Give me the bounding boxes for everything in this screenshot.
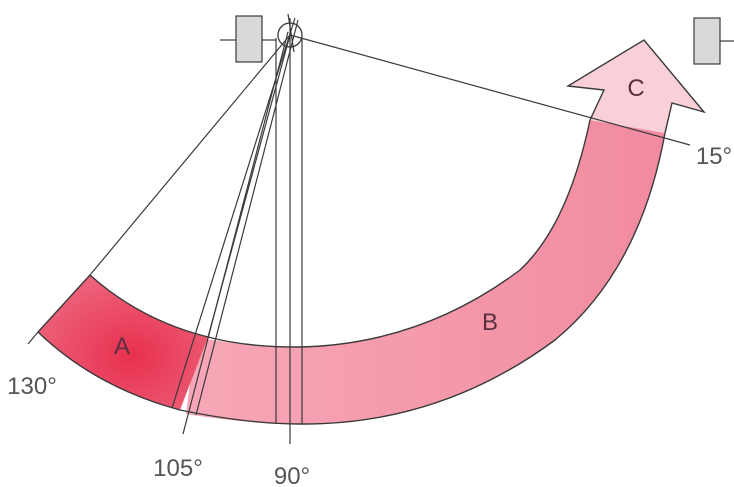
segment-a-band: [38, 275, 208, 410]
radial-105-d: [207, 34, 291, 338]
angle-label-105: 105°: [153, 455, 203, 482]
segment-a-label: A: [114, 333, 130, 360]
segment-b-band: [186, 120, 665, 425]
radial-105-c: [195, 19, 299, 416]
radial-105-b: [171, 17, 296, 409]
segment-b-label: B: [482, 309, 498, 336]
band-inner-edge: [89, 119, 591, 348]
sensor-right: [693, 17, 734, 65]
radial-130: [89, 34, 291, 276]
radial-130-ext: [27, 331, 39, 345]
radial-upper: [287, 13, 295, 53]
band-outer-edge: [37, 132, 666, 425]
arrow-head-outline: [565, 39, 706, 134]
angle-label-130: 130°: [7, 373, 57, 400]
radial-15: [289, 34, 691, 146]
sensor-left: [220, 15, 276, 63]
angle-label-90: 90°: [274, 463, 310, 487]
band-left-cap: [37, 274, 91, 333]
segment-c-label: C: [627, 75, 644, 102]
radial-105-a: [182, 31, 289, 435]
angle-label-15: 15°: [696, 143, 732, 170]
